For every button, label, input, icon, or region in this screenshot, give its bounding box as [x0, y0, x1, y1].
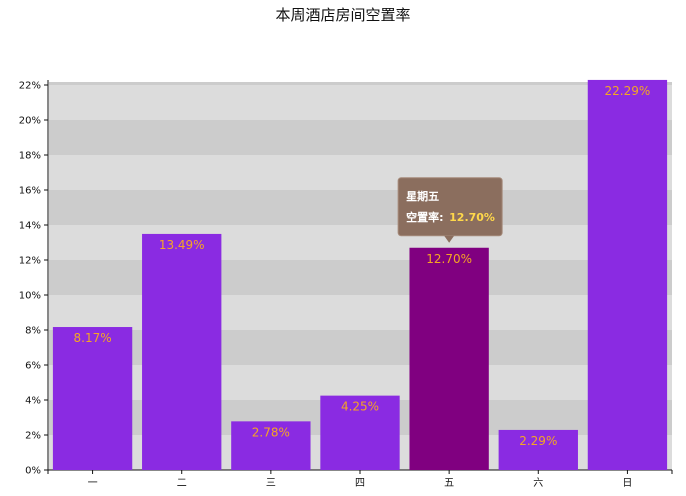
y-tick-label: 22% [19, 81, 41, 92]
data-label: 8.17% [74, 331, 112, 345]
bar-日[interactable] [587, 79, 668, 471]
bar-六[interactable] [498, 429, 578, 470]
grid-band [49, 155, 672, 190]
tooltip-box [397, 177, 503, 237]
y-tick-label: 20% [19, 116, 41, 127]
tooltip-title: 星期五 [406, 189, 439, 203]
grid-band [49, 85, 672, 120]
grid-band [49, 120, 672, 155]
tooltip-series-label: 空置率: [406, 210, 443, 224]
y-tick-label: 2% [25, 431, 41, 442]
grid-band [49, 82, 672, 85]
y-tick-label: 12% [19, 256, 41, 267]
x-tick-label: 六 [533, 477, 543, 489]
grid-band [49, 190, 672, 225]
chart-title: 本周酒店房间空置率 [275, 6, 411, 24]
data-label: 2.78% [252, 425, 290, 439]
tooltip-pointer [444, 235, 455, 243]
y-tick-label: 16% [19, 186, 41, 197]
x-tick-label: 四 [355, 478, 365, 489]
y-tick-label: 4% [25, 396, 41, 407]
x-tick-label: 五 [444, 478, 454, 489]
y-tick-label: 18% [19, 151, 41, 162]
data-label: 4.25% [341, 400, 379, 414]
bar-三[interactable] [231, 421, 311, 470]
y-tick-label: 6% [25, 361, 41, 372]
bar-五[interactable] [409, 247, 489, 470]
data-label: 2.29% [519, 434, 557, 448]
data-label: 13.49% [159, 238, 205, 252]
bar-一[interactable] [52, 327, 133, 470]
data-label: 12.70% [426, 252, 472, 266]
y-tick-label: 14% [19, 221, 41, 232]
x-tick-label: 三 [266, 478, 276, 489]
x-tick-label: 日 [622, 478, 632, 489]
bar-四[interactable] [320, 395, 400, 470]
x-tick-label: 一 [88, 478, 98, 489]
tooltip-value: 12.70% [449, 211, 495, 224]
y-tick-label: 0% [25, 466, 41, 477]
x-tick-label: 二 [177, 478, 187, 489]
bar-二[interactable] [142, 233, 222, 470]
y-tick-label: 8% [25, 326, 41, 337]
data-label: 22.29% [605, 84, 651, 98]
y-tick-label: 10% [19, 291, 41, 302]
